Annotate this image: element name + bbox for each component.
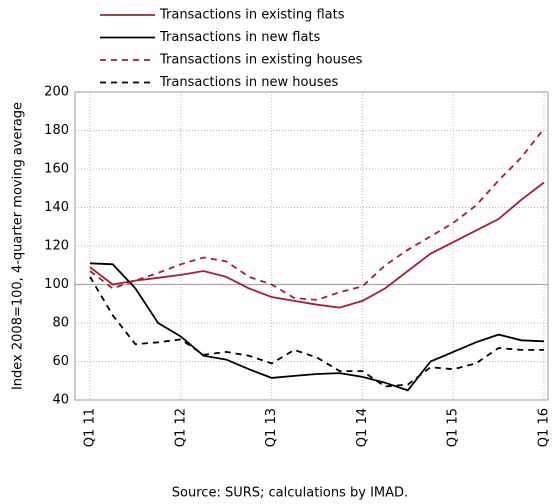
y-axis-label: Index 2008=100, 4-quarter moving average bbox=[11, 102, 26, 390]
y-tick-label: 180 bbox=[44, 123, 69, 138]
source-note: Source: SURS; calculations by IMAD. bbox=[172, 486, 408, 501]
series-line bbox=[89, 128, 545, 301]
y-tick-label: 80 bbox=[52, 316, 69, 331]
legend-label: Transactions in existing flats bbox=[159, 8, 345, 23]
x-tick-label: Q1 15 bbox=[446, 408, 461, 447]
x-tick-label: Q1 14 bbox=[355, 408, 370, 447]
y-tick-label: 200 bbox=[44, 85, 69, 100]
x-tick-label: Q1 16 bbox=[537, 408, 552, 447]
x-tick-label: Q1 12 bbox=[173, 408, 188, 447]
x-tick-label: Q1 11 bbox=[83, 408, 98, 447]
y-tick-label: 60 bbox=[52, 354, 69, 369]
legend-label: Transactions in new flats bbox=[159, 30, 321, 45]
y-tick-label: 160 bbox=[44, 162, 69, 177]
y-tick-label: 120 bbox=[44, 239, 69, 254]
y-tick-label: 40 bbox=[52, 393, 69, 408]
y-tick-label: 140 bbox=[44, 200, 69, 215]
series-line bbox=[89, 181, 545, 309]
series-line bbox=[89, 276, 544, 388]
legend-label: Transactions in new houses bbox=[159, 75, 338, 90]
series-line bbox=[89, 262, 545, 392]
y-tick-label: 100 bbox=[44, 277, 69, 292]
plot-frame bbox=[74, 91, 549, 401]
legend-label: Transactions in existing houses bbox=[159, 53, 363, 68]
x-tick-label: Q1 13 bbox=[264, 408, 279, 447]
